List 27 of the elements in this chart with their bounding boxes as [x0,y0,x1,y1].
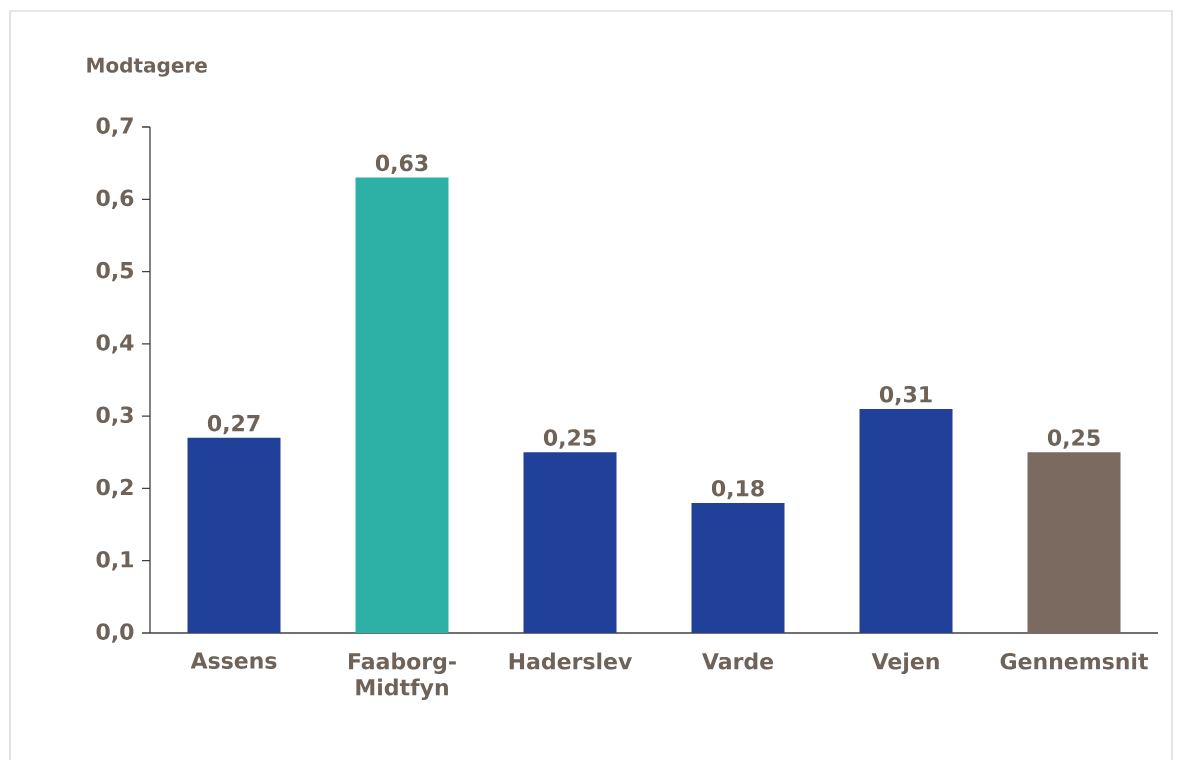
y-tick-label: 0,1 [96,550,133,571]
x-tick-label: Varde [702,652,774,670]
x-tick-label: Faaborg-Midtfyn [349,652,456,700]
y-tick-label: 0,3 [96,406,133,426]
y-axis-title: Modtagere [87,57,207,77]
bar [691,502,785,633]
data-label: 0,27 [207,414,260,435]
data-label: 0,25 [1047,429,1100,449]
y-tick-label: 0,0 [96,623,134,643]
data-label: 0,63 [375,154,428,175]
bar [187,437,281,633]
x-tick-label: Gennemsnit [1000,652,1148,670]
x-tick-label: Assens [190,652,277,669]
y-tick-label: 0,6 [96,189,134,209]
bar [859,408,953,633]
y-tick-label: 0,7 [96,117,133,137]
bar [523,452,617,633]
data-label: 0,25 [543,429,596,449]
x-tick-label: Haderslev [509,652,633,670]
data-label: 0,18 [711,479,764,500]
y-tick-label: 0,5 [96,261,133,282]
y-tick-label: 0,2 [96,478,133,499]
bar [1027,452,1121,633]
data-label: 0,31 [879,385,932,406]
bar [355,177,449,633]
y-tick-label: 0,4 [96,334,134,354]
x-tick-label: Vejen [871,652,939,674]
